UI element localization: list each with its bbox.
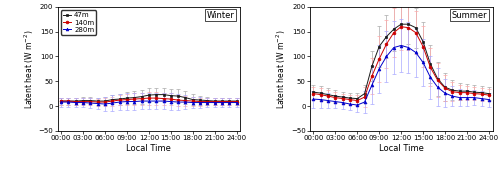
Y-axis label: Latent heat (W m$^{-2}$): Latent heat (W m$^{-2}$) (22, 29, 36, 109)
Y-axis label: Latent heat (W m$^{-2}$): Latent heat (W m$^{-2}$) (274, 29, 288, 109)
X-axis label: Local Time: Local Time (378, 144, 424, 153)
X-axis label: Local Time: Local Time (126, 144, 172, 153)
Text: Winter: Winter (207, 11, 235, 19)
Text: Summer: Summer (452, 11, 487, 19)
Legend: 47m, 140m, 280m: 47m, 140m, 280m (61, 10, 96, 35)
